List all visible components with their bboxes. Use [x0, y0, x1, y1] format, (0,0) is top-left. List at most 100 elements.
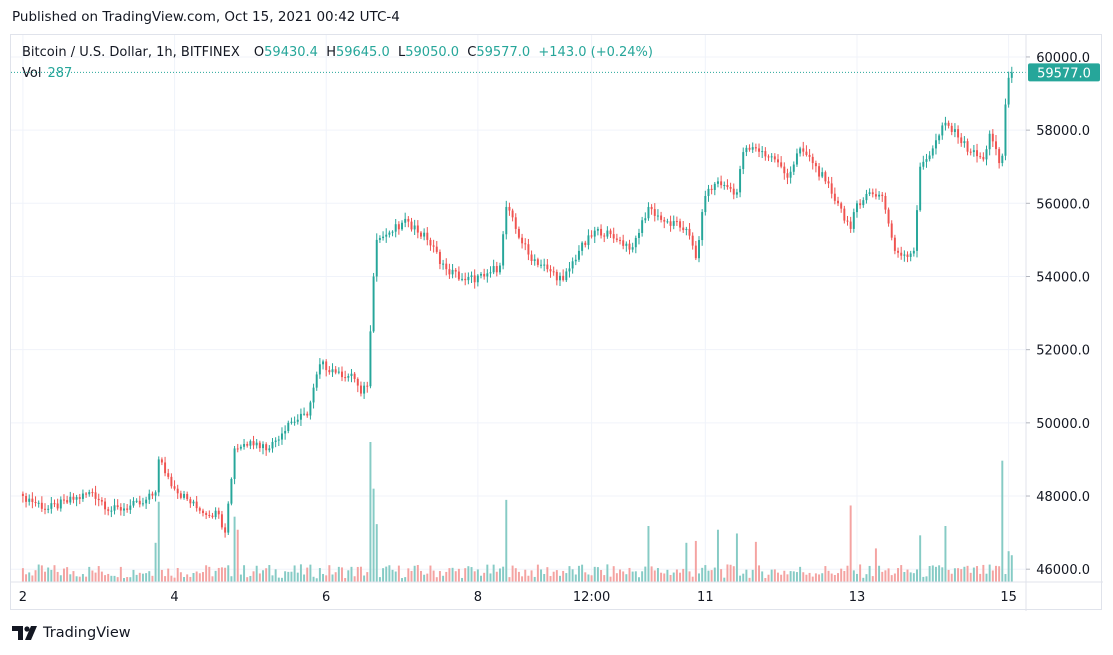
volume-bar: [963, 566, 966, 582]
candle-body: [372, 276, 375, 332]
volume-bar: [88, 566, 91, 582]
volume-bar: [1004, 574, 1007, 582]
candle-body: [442, 263, 445, 265]
volume-bar: [126, 577, 129, 582]
candle-body: [141, 503, 144, 505]
volume-bar: [694, 540, 697, 582]
candle-body: [334, 369, 337, 373]
candle-body: [739, 169, 742, 193]
candle-body: [426, 232, 429, 240]
volume-bar: [925, 576, 928, 582]
volume-bar: [811, 576, 814, 582]
volume-bar: [236, 529, 239, 582]
y-tick-label: 52000.0: [1036, 344, 1090, 359]
volume-bar: [562, 570, 565, 582]
volume-bar: [995, 565, 997, 582]
volume-bar: [606, 564, 609, 582]
volume-bar: [34, 570, 37, 582]
candle-body: [543, 264, 546, 266]
volume-bar: [698, 573, 700, 582]
candle-body: [840, 203, 843, 209]
candle-body: [666, 221, 669, 223]
volume-bar: [407, 568, 410, 582]
open-value: 59430.4: [264, 45, 318, 60]
volume-bar: [192, 572, 195, 582]
volume-bar: [299, 564, 302, 582]
volume-bar: [104, 575, 107, 582]
candle-body: [1010, 72, 1013, 78]
volume-bar: [527, 575, 530, 582]
candle-body: [644, 218, 647, 221]
volume-bar: [666, 569, 669, 582]
candle-body: [849, 221, 852, 229]
candle-body: [559, 275, 561, 281]
high-value: 59645.0: [335, 45, 390, 60]
chart-frame: [10, 34, 1102, 610]
candle-body: [540, 264, 543, 266]
tradingview-logo[interactable]: TradingView: [12, 625, 131, 641]
volume-bar: [328, 565, 331, 582]
volume-bar: [644, 566, 647, 582]
price-chart[interactable]: 59577.0 46000.0 48000.0 50000.0 52000.0 5400…: [11, 35, 1103, 611]
candle-body: [846, 220, 849, 222]
volume-bar: [344, 578, 347, 582]
candle-body: [186, 493, 189, 500]
candle-body: [653, 209, 656, 216]
candle-body: [947, 122, 950, 126]
volume-bar: [498, 568, 501, 582]
x-tick-label: 4: [170, 590, 178, 605]
volume-bar: [464, 568, 467, 582]
candle-body: [612, 234, 615, 239]
candle-body: [805, 151, 808, 155]
candle-body: [966, 141, 969, 152]
volume-bar: [833, 574, 836, 582]
volume-bar: [432, 570, 435, 582]
candle-body: [546, 264, 549, 270]
volume-bar: [587, 574, 590, 582]
volume-bar: [969, 572, 972, 582]
candle-body: [375, 239, 378, 277]
candle-body: [878, 194, 881, 197]
volume-bar: [271, 575, 274, 582]
volume-bar: [533, 576, 536, 582]
candle-body: [859, 203, 862, 206]
candle-body: [145, 499, 148, 504]
candle-body: [833, 193, 836, 201]
volume-bar: [903, 571, 906, 582]
candle-body: [47, 508, 50, 510]
volume-bar: [619, 569, 621, 582]
volume-bar: [53, 565, 56, 582]
candle-body: [135, 500, 138, 502]
volume-bar: [486, 564, 489, 582]
candle-body: [903, 254, 906, 256]
candle-body: [786, 173, 789, 178]
candle-body: [944, 122, 947, 126]
candle-body: [236, 448, 239, 450]
volume-bar: [653, 570, 656, 582]
candle-body: [912, 250, 915, 254]
volume-bar: [75, 576, 78, 582]
volume-bar: [916, 569, 918, 582]
volume-bar: [1010, 555, 1013, 582]
volume-bar: [827, 570, 830, 582]
candle-body: [701, 212, 704, 241]
candle-body: [331, 369, 334, 373]
candle-body: [195, 501, 198, 509]
volume-bar: [391, 569, 394, 582]
candle-body: [104, 501, 107, 510]
volume-bar: [337, 566, 340, 582]
candle-body: [574, 259, 577, 262]
volume-bar: [928, 566, 931, 582]
volume-bar: [799, 566, 802, 582]
volume-bar: [309, 564, 312, 582]
volume-bar: [843, 570, 846, 582]
candle-body: [246, 443, 249, 446]
candle-body: [85, 493, 88, 495]
volume-legend: Vol 287: [22, 66, 72, 81]
volume-bar: [581, 564, 584, 582]
volume-bar: [287, 571, 290, 582]
volume-bar: [552, 571, 555, 582]
candle-body: [938, 135, 941, 141]
volume-bar: [69, 574, 72, 582]
volume-bar: [255, 565, 258, 582]
